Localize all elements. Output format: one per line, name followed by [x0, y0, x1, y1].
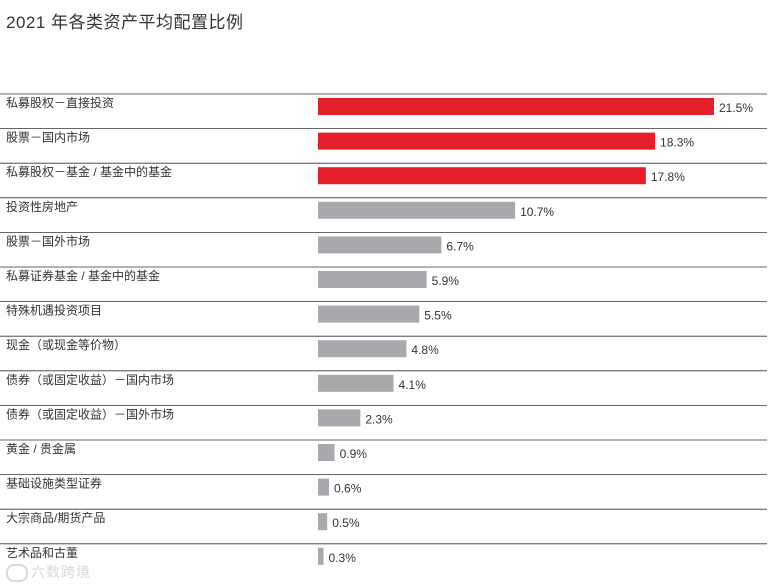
bar [318, 305, 420, 323]
value-label: 2.3% [365, 412, 393, 426]
bar [318, 98, 714, 115]
category-label: 私募股权－基金 / 基金中的基金 [6, 164, 172, 179]
category-label: 投资性房地产 [6, 199, 78, 214]
category-label: 债券（或固定收益）－国外市场 [6, 406, 174, 421]
value-label: 0.3% [329, 551, 357, 565]
category-label: 艺术品和古董 [6, 545, 78, 560]
value-label: 17.8% [651, 170, 685, 184]
bar [318, 444, 335, 461]
bar [318, 478, 330, 496]
bar [318, 513, 328, 531]
category-label: 债券（或固定收益）－国内市场 [6, 372, 174, 387]
value-label: 4.1% [399, 378, 427, 392]
bar [318, 132, 656, 150]
bar [318, 409, 361, 427]
category-label: 股票－国外市场 [6, 233, 90, 248]
bar [318, 201, 516, 219]
value-label: 18.3% [660, 136, 694, 150]
bar [318, 547, 324, 565]
bar [318, 236, 442, 254]
watermark-text: 六数跨境 [31, 564, 91, 580]
watermark: 六数跨境 [6, 562, 91, 583]
value-label: 6.7% [446, 239, 474, 253]
bar [318, 374, 394, 392]
category-label: 基础设施类型证券 [6, 476, 102, 491]
value-label: 5.9% [432, 274, 460, 288]
value-label: 0.5% [332, 516, 360, 530]
category-label: 私募证券基金 / 基金中的基金 [6, 268, 160, 283]
value-label: 5.5% [424, 309, 452, 323]
category-label: 现金（或现金等价物） [6, 337, 126, 352]
chart-title: 2021 年各类资产平均配置比例 [6, 13, 244, 32]
value-label: 4.8% [411, 343, 439, 357]
value-label: 0.6% [334, 482, 362, 496]
value-label: 21.5% [719, 101, 753, 115]
bar [318, 167, 646, 185]
value-label: 10.7% [520, 205, 554, 219]
category-label: 特殊机遇投资项目 [6, 303, 102, 318]
brand-logo-icon [6, 564, 28, 583]
bar [318, 340, 407, 358]
category-label: 股票－国内市场 [6, 130, 90, 145]
category-label: 私募股权－直接投资 [6, 95, 114, 110]
value-label: 0.9% [340, 447, 368, 461]
bar [318, 271, 427, 288]
category-label: 大宗商品/期货产品 [6, 510, 105, 525]
category-label: 黄金 / 贵金属 [6, 441, 76, 456]
